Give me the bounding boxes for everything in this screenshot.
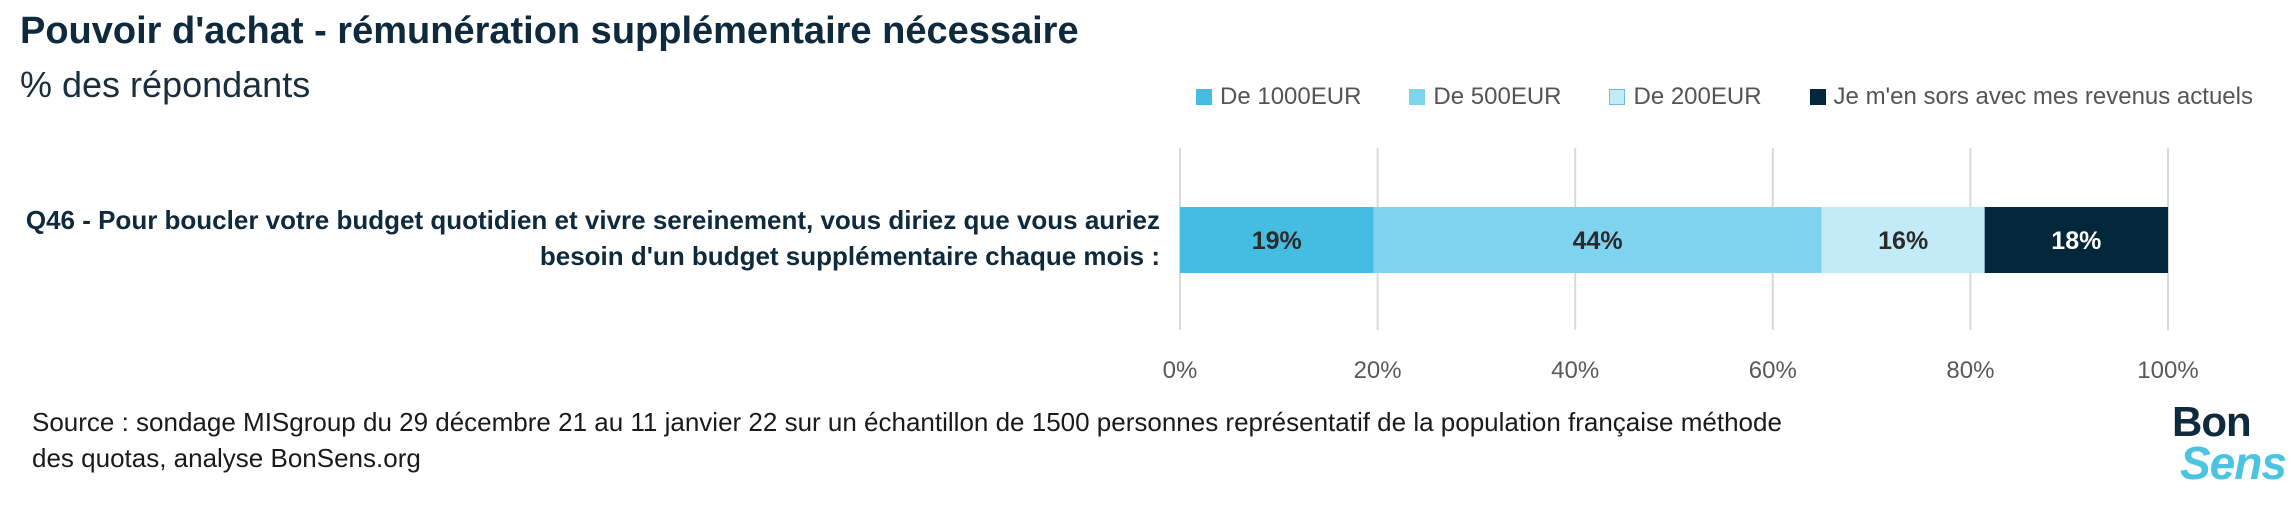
x-tick-label: 80% bbox=[1946, 357, 1994, 384]
bonsens-logo: Bon Sens bbox=[2170, 398, 2288, 488]
data-label: 44% bbox=[1573, 227, 1623, 255]
logo-sens-text: Sens bbox=[2180, 436, 2286, 490]
data-label: 18% bbox=[2051, 227, 2101, 255]
data-label: 19% bbox=[1252, 227, 1302, 255]
x-tick-label: 40% bbox=[1551, 357, 1599, 384]
x-tick-label: 100% bbox=[2137, 357, 2198, 384]
data-label: 16% bbox=[1878, 227, 1928, 255]
x-tick-label: 60% bbox=[1749, 357, 1797, 384]
source-note: Source : sondage MISgroup du 29 décembre… bbox=[32, 404, 1792, 476]
x-tick-label: 0% bbox=[1163, 357, 1198, 384]
x-tick-label: 20% bbox=[1354, 357, 1402, 384]
